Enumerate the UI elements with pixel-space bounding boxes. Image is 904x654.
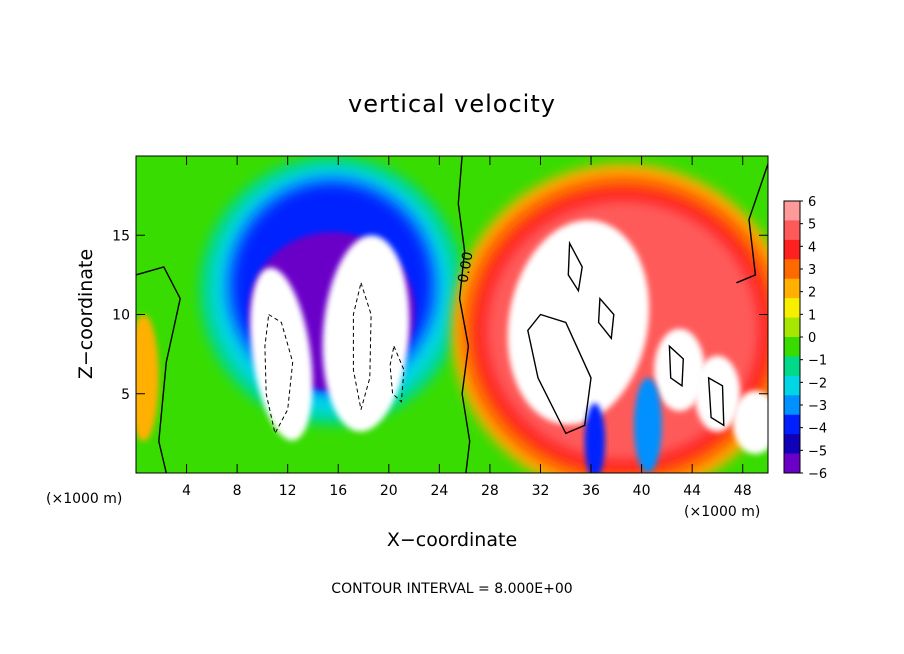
x-tick-label: 28 xyxy=(481,483,499,499)
downdraft-core-right xyxy=(322,235,410,432)
colorbar-swatch xyxy=(784,453,800,474)
colorbar-swatch xyxy=(784,395,800,416)
x-axis: 4 8 12 16 20 24 28 32 36 40 44 48 xyxy=(182,156,752,499)
y-tick-label: 15 xyxy=(112,228,130,244)
colorbar-label: −6 xyxy=(808,467,827,482)
contour-zero-line xyxy=(457,156,471,473)
colorbar-label: 2 xyxy=(808,286,816,301)
contour-updraft-3 xyxy=(707,376,725,427)
edge-warm-patch xyxy=(136,314,159,442)
contour-zero-line-right xyxy=(736,163,768,284)
y-axis: 5 10 15 xyxy=(112,228,768,403)
contour-updraft-main xyxy=(527,313,592,435)
colorbar-label: 1 xyxy=(808,308,816,323)
y-tick-label: 10 xyxy=(112,308,130,324)
colorbar-swatch xyxy=(784,414,800,435)
x-tick-label: 40 xyxy=(633,483,651,499)
x-tick-label: 24 xyxy=(430,483,448,499)
colorbar-swatch xyxy=(784,375,800,396)
colorbar-label: −4 xyxy=(808,422,827,437)
updraft-blue-streak xyxy=(634,377,662,473)
contour-updraft-small xyxy=(597,296,615,341)
contour-dashed-right xyxy=(389,344,405,403)
contour-label: 0.00 xyxy=(455,251,476,284)
x-tick-label: 8 xyxy=(233,483,242,499)
x-tick-label: 32 xyxy=(532,483,550,499)
updraft-core-2 xyxy=(654,328,705,412)
colorbar-swatch xyxy=(784,317,800,338)
colorbar-swatch xyxy=(784,220,800,241)
colorbar-swatch xyxy=(784,356,800,377)
y-axis-label: Z−coordinate xyxy=(75,249,97,379)
colorbar-swatch xyxy=(784,239,800,260)
colorbar-label: −2 xyxy=(808,376,827,391)
colorbar-swatch xyxy=(784,259,800,280)
contour-updraft-top xyxy=(567,240,583,293)
contour-dashed-left xyxy=(264,313,294,435)
x-tick-label: 44 xyxy=(683,483,701,499)
x-tick-label: 48 xyxy=(734,483,752,499)
x-unit-right: (×1000 m) xyxy=(684,504,760,520)
colorbar-swatch xyxy=(784,337,800,357)
downdraft-core-left xyxy=(250,267,313,441)
updraft-core-4 xyxy=(732,390,768,454)
colorbar-label: 6 xyxy=(808,195,816,210)
x-tick-label: 12 xyxy=(279,483,297,499)
colorbar-swatch xyxy=(784,278,800,299)
colorbar-label: −3 xyxy=(808,399,827,414)
colorbar-label: −1 xyxy=(808,354,827,369)
contour-lines xyxy=(136,156,768,473)
updraft-core-main xyxy=(507,220,650,425)
colorbar-swatch xyxy=(784,298,800,319)
x-unit-left: (×1000 m) xyxy=(46,491,122,507)
contour-zero-line-left xyxy=(136,266,181,473)
contour-interval-note: CONTOUR INTERVAL = 8.000E+00 xyxy=(331,581,572,597)
colorbar-label: −5 xyxy=(808,444,827,459)
colorbar-label: 5 xyxy=(808,218,816,233)
x-tick-label: 36 xyxy=(582,483,600,499)
updraft-core-3 xyxy=(694,355,741,432)
colorbar-label: 3 xyxy=(808,263,816,278)
colorbar-swatch xyxy=(784,201,800,221)
colorbar-swatch xyxy=(784,434,800,455)
colorbar-label: 0 xyxy=(808,331,816,346)
x-tick-label: 20 xyxy=(380,483,398,499)
colorbar: 6 5 4 3 2 1 0 −1 −2 −3 −4 −5 −6 xyxy=(783,195,827,482)
x-axis-label: X−coordinate xyxy=(387,529,517,551)
x-tick-label: 4 xyxy=(182,483,191,499)
chart-title: vertical velocity xyxy=(348,90,556,118)
colorbar-label: 4 xyxy=(808,240,816,255)
updraft-blue-streak-2 xyxy=(584,403,605,473)
contour-updraft-2 xyxy=(668,344,685,388)
velocity-field xyxy=(136,156,768,473)
contour-dashed-mid xyxy=(352,280,372,410)
y-tick-label: 5 xyxy=(121,387,130,403)
x-tick-label: 16 xyxy=(329,483,347,499)
